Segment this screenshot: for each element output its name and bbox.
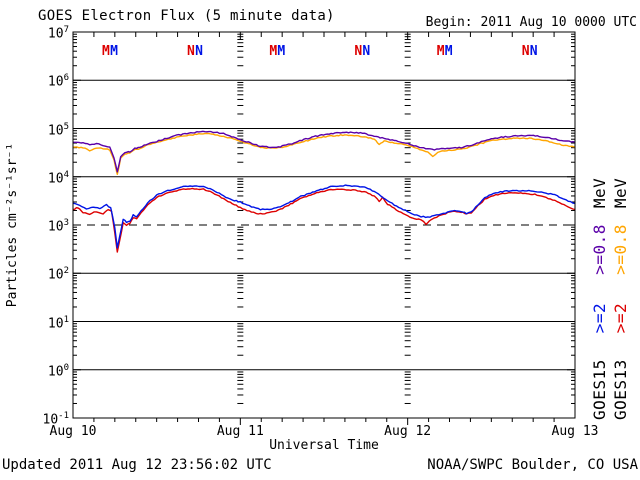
curve-goes15-0-8-mev: [73, 130, 576, 173]
begin-timestamp: Begin: 2011 Aug 10 0000 UTC: [425, 15, 637, 30]
gridlines: [73, 79, 575, 371]
y-tick-label: 104: [47, 169, 69, 187]
legend-goes13-ge2: >=2: [610, 302, 630, 334]
day-boundary-guides: [237, 33, 411, 404]
x-tick-label: Aug 12: [384, 424, 432, 439]
midnight-marker: M: [110, 44, 118, 59]
flux-curves: [72, 130, 576, 253]
legend-goes13-ge08: >=0.8: [610, 224, 630, 275]
y-tick-label: 107: [47, 25, 69, 42]
x-tick-label: Aug 13: [551, 424, 599, 439]
x-tick-label: Aug 10: [49, 424, 97, 439]
midnight-marker: M: [277, 44, 285, 59]
curve-goes13-0-8-mev: [72, 132, 576, 176]
curve-goes15-2-mev: [72, 184, 576, 249]
legend-goes15-ge08: >=0.8: [589, 224, 609, 275]
legend-goes13-mev: MeV: [610, 177, 630, 209]
legend-goes15-mev: MeV: [589, 177, 609, 209]
x-tick-label: Aug 11: [216, 424, 264, 439]
midnight-marker: M: [437, 44, 445, 59]
legend-goes15-satellite: GOES15: [589, 359, 609, 420]
x-axis-ticks: [93, 32, 555, 425]
source-attribution: NOAA/SWPC Boulder, CO USA: [427, 457, 638, 473]
updated-timestamp: Updated 2011 Aug 12 23:56:02 UTC: [2, 457, 272, 473]
noon-marker: N: [362, 44, 370, 59]
y-axis-ticks: [73, 33, 575, 404]
noon-marker: N: [195, 44, 203, 59]
noon-marker: N: [187, 44, 195, 59]
y-tick-label: 10-1: [42, 411, 70, 428]
legend-goes13-satellite: GOES13: [610, 359, 630, 420]
x-axis-title: Universal Time: [269, 438, 379, 453]
noon-marker: N: [522, 44, 530, 59]
midnight-marker: M: [102, 44, 110, 59]
chart-title: GOES Electron Flux (5 minute data): [38, 8, 335, 24]
noon-marker: N: [354, 44, 362, 59]
legend-goes15-ge2: >=2: [589, 302, 609, 334]
legend-goes15: GOES15 >=2 >=0.8 MeV: [589, 150, 609, 420]
y-tick-label: 105: [47, 121, 69, 138]
y-tick-label: 101: [47, 314, 69, 331]
y-tick-label: 103: [47, 218, 69, 235]
y-tick-label: 102: [47, 266, 69, 283]
midnight-marker: M: [445, 44, 453, 59]
plot-frame: [72, 31, 576, 419]
curve-goes13-2-mev: [72, 187, 576, 253]
legend-goes13: GOES13 >=2 >=0.8 MeV: [610, 150, 630, 420]
midnight-marker: M: [269, 44, 277, 59]
y-tick-label: 106: [47, 73, 69, 90]
y-tick-label: 100: [47, 362, 69, 380]
noon-marker: N: [530, 44, 538, 59]
